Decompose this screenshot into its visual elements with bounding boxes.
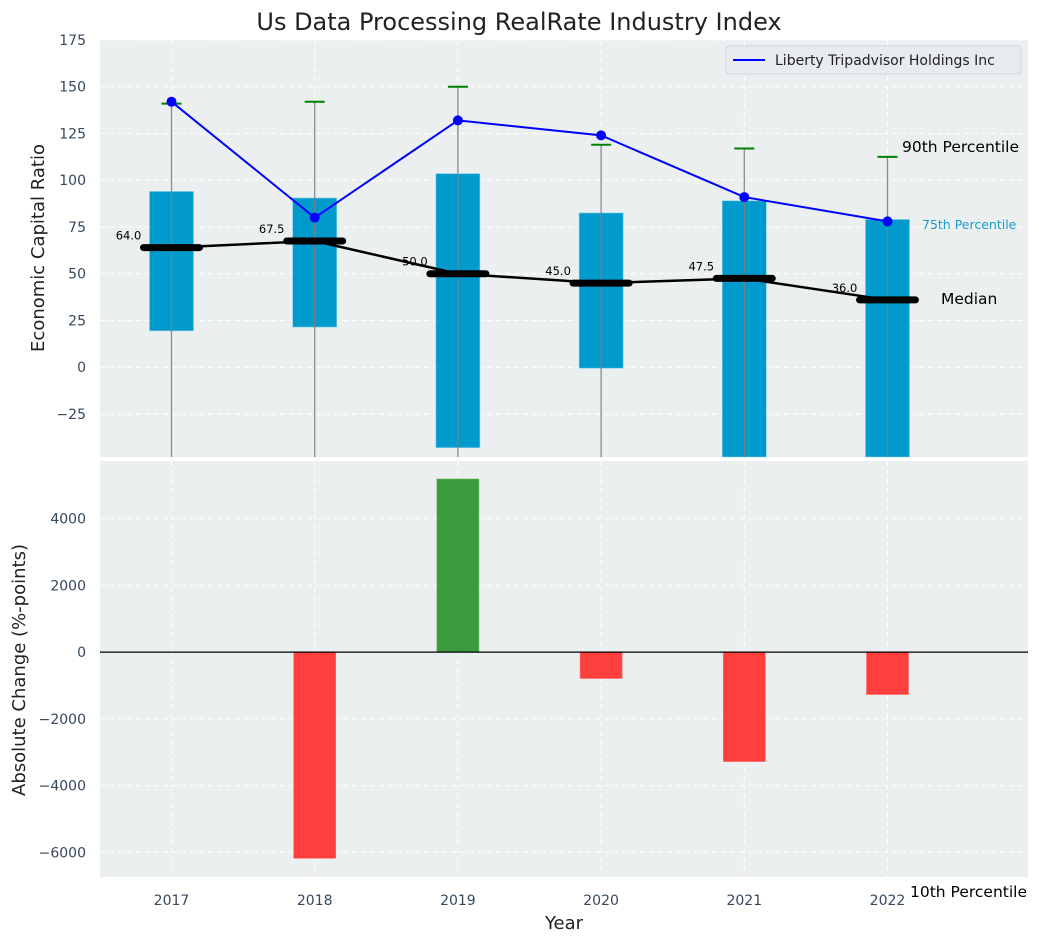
- top-y-tick-label: 175: [59, 33, 86, 49]
- bottom-y-tick-label: −6000: [39, 845, 86, 861]
- company-point-2021: [739, 192, 750, 203]
- chart-title: Us Data Processing RealRate Industry Ind…: [256, 8, 781, 36]
- top-y-tick-label: 0: [77, 360, 86, 376]
- x-tick-label-2021: 2021: [726, 893, 762, 909]
- x-tick-label-2022: 2022: [870, 893, 906, 909]
- top-y-tick-label: 25: [68, 313, 86, 329]
- change-bar-2019: [436, 478, 480, 653]
- annotation-median: Median: [941, 290, 997, 308]
- top-y-tick-label: 100: [59, 173, 86, 189]
- bottom-y-tick-label: −4000: [39, 779, 86, 795]
- median-label-2021: 47.5: [688, 259, 714, 273]
- legend-entry-company: Liberty Tripadvisor Holdings Inc: [775, 53, 995, 69]
- median-label-2018: 67.5: [259, 222, 285, 236]
- top-y-axis-label: Economic Capital Ratio: [28, 144, 49, 352]
- median-label-2017: 64.0: [116, 229, 142, 243]
- x-tick-label-2020: 2020: [583, 893, 619, 909]
- x-tick-label-2018: 2018: [297, 893, 333, 909]
- annotation-10th-percentile: 10th Percentile: [910, 883, 1027, 901]
- bottom-marks: [100, 478, 1028, 859]
- top-y-tick-label: 50: [68, 267, 86, 283]
- annotation-75th-percentile: 75th Percentile: [922, 217, 1017, 232]
- bottom-y-ticks: −6000 −4000 −2000 0 2000 4000: [39, 512, 86, 862]
- top-marks: 64.0 67.5 50.0 45.0 47.5 36.0: [116, 85, 919, 458]
- top-y-tick-label: 75: [68, 220, 86, 236]
- change-bar-2022: [866, 651, 909, 695]
- bottom-y-tick-label: 0: [77, 645, 86, 661]
- company-point-2020: [596, 130, 607, 141]
- x-tick-label-2019: 2019: [440, 893, 476, 909]
- x-axis-label: Year: [544, 913, 584, 934]
- change-bar-2018: [293, 651, 337, 859]
- median-label-2020: 45.0: [545, 264, 571, 278]
- bottom-y-axis-label: Absolute Change (%-points): [9, 544, 30, 796]
- top-y-tick-label: −25: [56, 407, 86, 423]
- change-bar-2021: [722, 651, 766, 762]
- legend-box: [725, 45, 1022, 75]
- median-label-2019: 50.0: [402, 255, 428, 269]
- top-y-tick-label: 150: [59, 80, 86, 96]
- top-panel: −25 0 25 50 75 100 125 150 175 64.0 67.5 50.0 45.0 4…: [28, 33, 1028, 458]
- company-point-2019: [452, 115, 463, 126]
- annotation-90th-percentile: 90th Percentile: [902, 138, 1019, 156]
- top-y-tick-label: 125: [59, 126, 86, 142]
- bottom-y-tick-label: −2000: [39, 712, 86, 728]
- x-tick-label-2017: 2017: [154, 893, 190, 909]
- bottom-y-tick-label: 4000: [50, 512, 86, 528]
- median-label-2022: 36.0: [832, 281, 858, 295]
- company-point-2018: [309, 212, 320, 223]
- x-ticks: 2017 2018 2019 2020 2021 2022: [154, 893, 906, 909]
- company-line: [170, 100, 888, 223]
- legend: Liberty Tripadvisor Holdings Inc: [725, 45, 1022, 75]
- change-bar-2020: [579, 651, 623, 679]
- company-point-2022: [882, 216, 893, 227]
- top-y-ticks: −25 0 25 50 75 100 125 150 175: [56, 33, 86, 423]
- bottom-y-tick-label: 2000: [50, 578, 86, 594]
- bottom-panel: −6000 −4000 −2000 0 2000 4000 2017 2018 2019 202…: [9, 461, 1028, 934]
- company-point-2017: [166, 96, 177, 107]
